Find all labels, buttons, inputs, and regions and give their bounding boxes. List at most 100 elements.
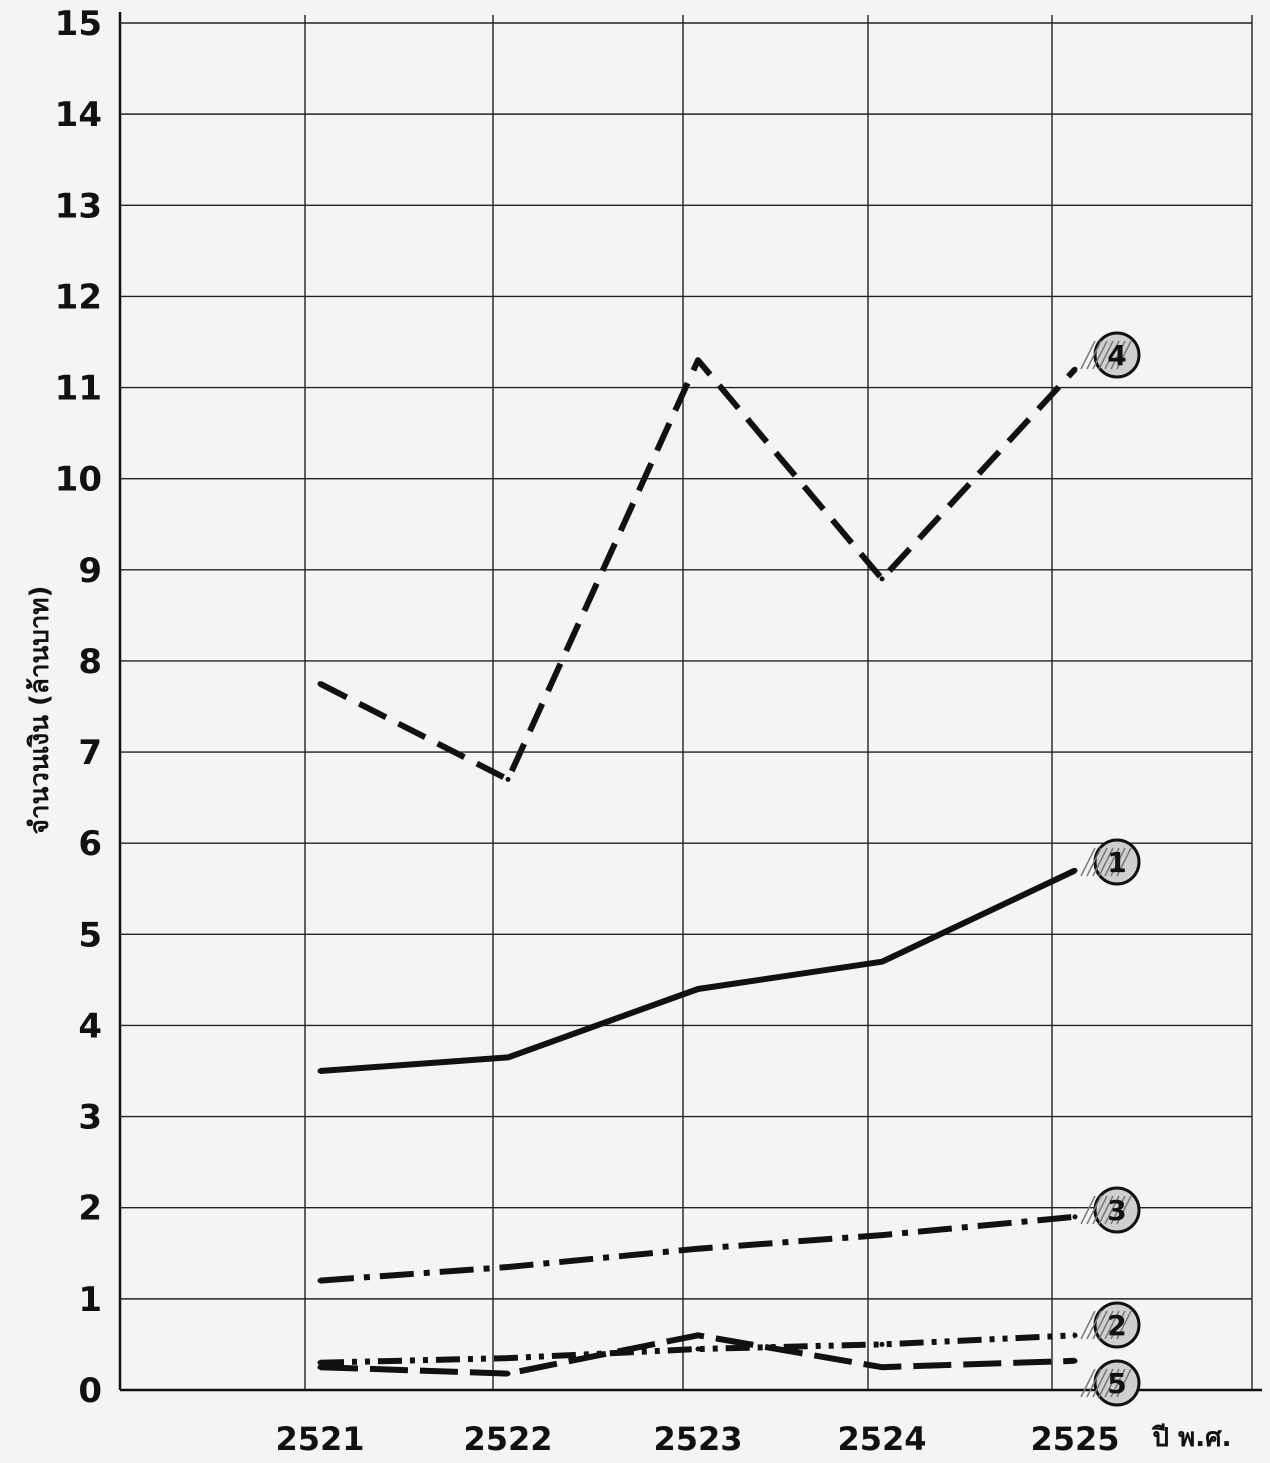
marker-hatch	[1104, 340, 1120, 370]
marker-hatch	[1086, 340, 1102, 370]
series-marker-3: 3	[1080, 1186, 1141, 1234]
y-axis-label: จำนวนเงิน (ล้านบาท)	[25, 586, 55, 835]
data-point-2	[317, 1360, 323, 1366]
x-tick-label: 2525	[1030, 1420, 1119, 1458]
marker-hatch	[1086, 1310, 1102, 1340]
y-tick-label: 3	[78, 1098, 102, 1138]
marker-hatch	[1080, 847, 1096, 877]
data-point-5	[1072, 1358, 1078, 1364]
data-point-4	[317, 681, 323, 687]
marker-label: 1	[1107, 846, 1126, 879]
series-line-2	[319, 1332, 1076, 1366]
marker-hatch	[1116, 340, 1132, 370]
marker-hatch	[1086, 1195, 1102, 1225]
marker-hatch	[1098, 1368, 1114, 1398]
series-marker-2: 2	[1080, 1301, 1141, 1349]
marker-hatch	[1080, 1368, 1096, 1398]
marker-hatch	[1104, 1368, 1120, 1398]
marker-hatch	[1092, 340, 1108, 370]
x-tick-label: 2523	[653, 1420, 742, 1458]
marker-label: 3	[1107, 1194, 1126, 1227]
data-point-1	[317, 1068, 323, 1074]
marker-hatch	[1098, 1310, 1114, 1340]
data-point-4	[695, 357, 701, 363]
marker-hatch	[1110, 1310, 1126, 1340]
y-tick-label: 8	[78, 642, 102, 682]
y-tick-label: 1	[78, 1280, 102, 1320]
x-tick-label: 2522	[463, 1420, 552, 1458]
data-point-5	[879, 1364, 885, 1370]
data-point-3	[317, 1278, 323, 1284]
marker-label: 5	[1107, 1367, 1126, 1400]
data-point-3	[695, 1246, 701, 1252]
data-point-3	[1072, 1214, 1078, 1220]
data-point-1	[1072, 868, 1078, 874]
marker-hatch	[1116, 1310, 1132, 1340]
marker-hatch	[1080, 1310, 1096, 1340]
y-tick-label: 6	[78, 824, 102, 864]
data-point-4	[505, 776, 511, 782]
y-tick-label: 9	[78, 551, 102, 591]
marker-hatch	[1110, 340, 1126, 370]
marker-hatch	[1104, 1310, 1120, 1340]
marker-hatch	[1080, 1195, 1096, 1225]
marker-hatch	[1116, 1195, 1132, 1225]
series-lines	[317, 357, 1078, 1377]
marker-hatch	[1110, 1195, 1126, 1225]
data-point-4	[879, 576, 885, 582]
y-tick-label: 11	[55, 369, 102, 409]
x-tick-label: 2521	[275, 1420, 364, 1458]
marker-hatch	[1092, 1310, 1108, 1340]
marker-hatch	[1116, 847, 1132, 877]
series-line-1	[319, 867, 1077, 1074]
data-point-2	[505, 1355, 511, 1361]
data-point-2	[1072, 1332, 1078, 1338]
marker-label: 4	[1107, 339, 1126, 372]
data-point-4	[1072, 366, 1078, 372]
y-tick-label: 13	[55, 186, 102, 226]
y-tick-label: 5	[78, 915, 102, 955]
y-tick-label: 15	[55, 4, 102, 44]
marker-hatch	[1104, 1195, 1120, 1225]
series-markers: 4 1 3 2 5	[1080, 331, 1141, 1407]
series-marker-5: 5	[1080, 1359, 1141, 1407]
y-tick-label: 7	[78, 733, 102, 773]
series-marker-1: 1	[1080, 838, 1141, 886]
y-tick-label: 14	[55, 95, 102, 135]
marker-hatch	[1116, 1368, 1132, 1398]
marker-hatch	[1098, 847, 1114, 877]
data-point-5	[317, 1364, 323, 1370]
x-tick-labels: 2521 2522 2523 2524 2525	[275, 1420, 1119, 1458]
x-tick-label: 2524	[837, 1420, 926, 1458]
data-point-2	[879, 1341, 885, 1347]
data-point-1	[879, 959, 885, 965]
data-point-2	[695, 1346, 701, 1352]
marker-hatch	[1092, 847, 1108, 877]
x-axis-label: ปี พ.ศ.	[1151, 1423, 1231, 1453]
marker-hatch	[1092, 1195, 1108, 1225]
y-tick-label: 12	[55, 277, 102, 317]
data-point-1	[695, 986, 701, 992]
data-point-5	[505, 1371, 511, 1377]
data-point-3	[505, 1264, 511, 1270]
marker-hatch	[1092, 1368, 1108, 1398]
y-tick-label: 2	[78, 1189, 102, 1229]
marker-hatch	[1110, 847, 1126, 877]
data-point-3	[879, 1232, 885, 1238]
y-tick-label: 4	[78, 1006, 102, 1046]
marker-hatch	[1104, 847, 1120, 877]
data-point-5	[695, 1332, 701, 1338]
y-tick-label: 10	[55, 460, 102, 500]
marker-hatch	[1086, 847, 1102, 877]
marker-label: 2	[1107, 1309, 1126, 1342]
marker-hatch	[1098, 340, 1114, 370]
y-tick-label: 0	[78, 1371, 102, 1411]
axes	[118, 12, 1262, 1392]
marker-hatch	[1110, 1368, 1126, 1398]
data-point-1	[505, 1054, 511, 1060]
marker-hatch	[1080, 340, 1096, 370]
marker-hatch	[1098, 1195, 1114, 1225]
marker-hatch	[1086, 1368, 1102, 1398]
grid-lines	[119, 15, 1253, 1391]
